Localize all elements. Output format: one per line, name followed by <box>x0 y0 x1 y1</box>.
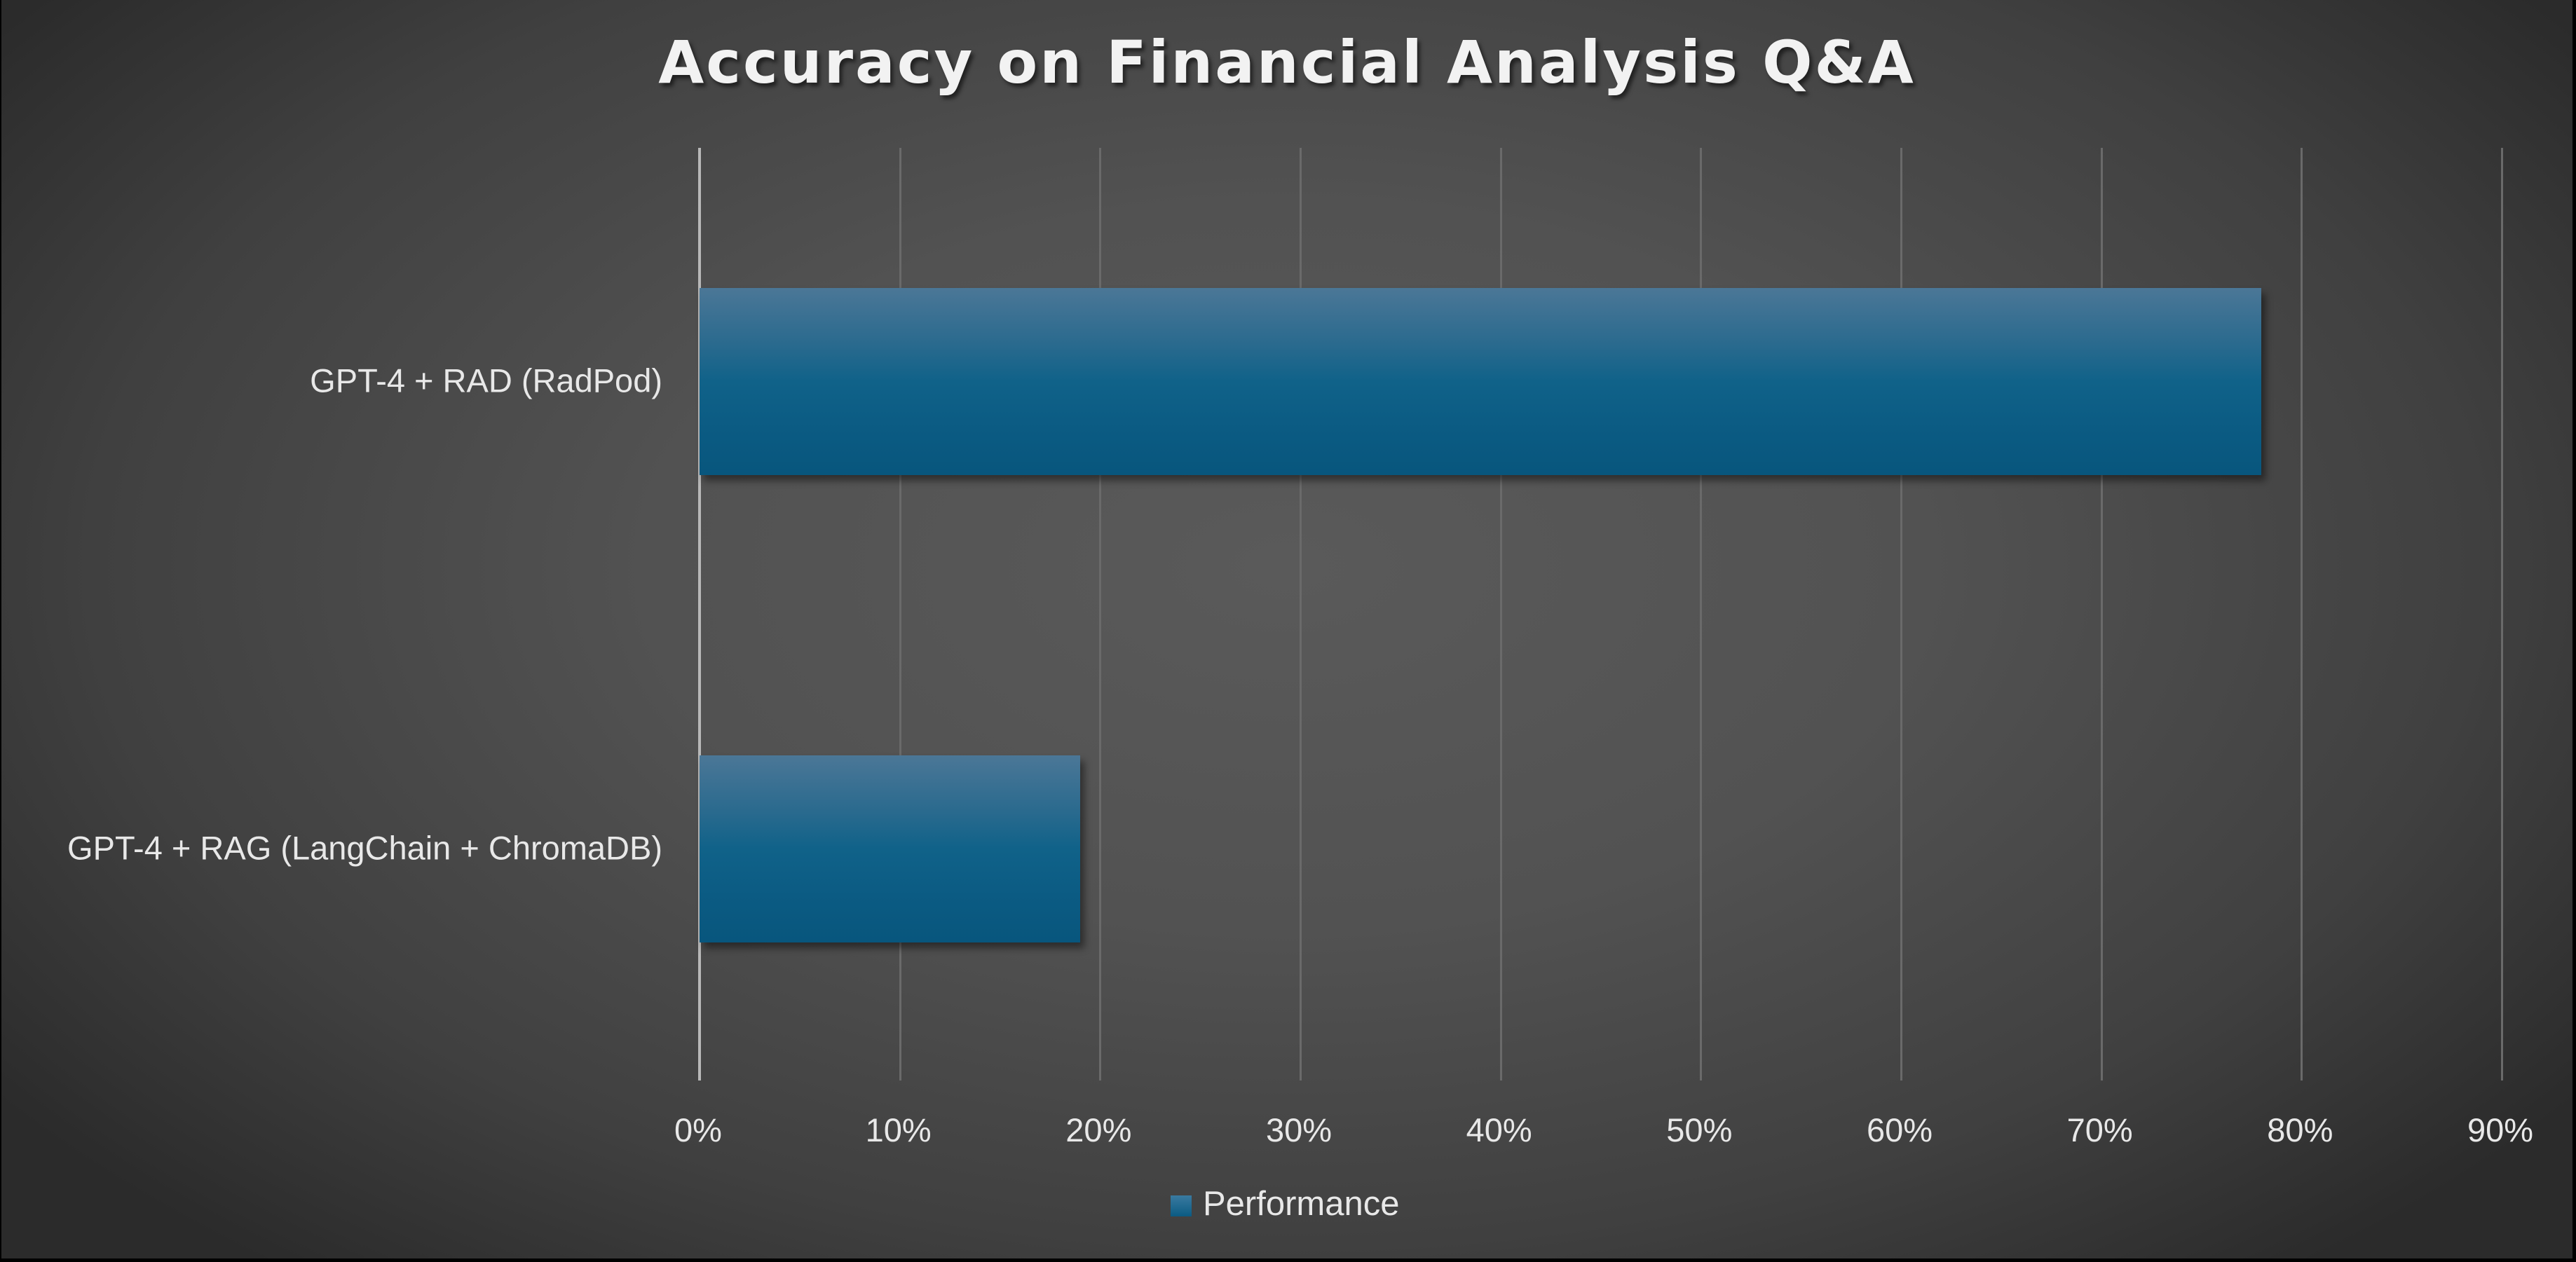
gridline <box>2501 148 2503 1081</box>
x-tick-label: 0% <box>674 1111 722 1148</box>
plot-area <box>698 148 2503 1081</box>
gridline <box>1499 148 1502 1081</box>
x-tick-label: 30% <box>1265 1111 1333 1148</box>
gridline <box>1099 148 1102 1081</box>
gridline <box>2100 148 2103 1081</box>
x-tick-label: 60% <box>1866 1111 1933 1148</box>
x-tick-label: 70% <box>2066 1111 2133 1148</box>
x-tick-label: 50% <box>1666 1111 1733 1148</box>
x-tick-label: 80% <box>2267 1111 2333 1148</box>
value-axis-line <box>698 148 701 1081</box>
bar <box>700 755 1080 942</box>
legend: Performance <box>1171 1184 1400 1223</box>
x-tick-label: 10% <box>865 1111 932 1148</box>
x-tick-label: 40% <box>1466 1111 1532 1148</box>
legend-label: Performance <box>1203 1185 1400 1223</box>
gridline <box>2301 148 2303 1081</box>
gridline <box>1300 148 1302 1081</box>
chart-title: Accuracy on Financial Analysis Q&A <box>658 28 1916 97</box>
gridline <box>899 148 901 1081</box>
gridline <box>1900 148 1902 1081</box>
x-tick-label: 90% <box>2467 1111 2534 1148</box>
category-label: GPT-4 + RAD (RadPod) <box>310 362 662 399</box>
x-tick-label: 20% <box>1065 1111 1132 1148</box>
legend-swatch-icon <box>1171 1195 1192 1216</box>
category-label: GPT-4 + RAG (LangChain + ChromaDB) <box>67 829 662 867</box>
gridline <box>1700 148 1703 1081</box>
bar <box>700 288 2262 475</box>
